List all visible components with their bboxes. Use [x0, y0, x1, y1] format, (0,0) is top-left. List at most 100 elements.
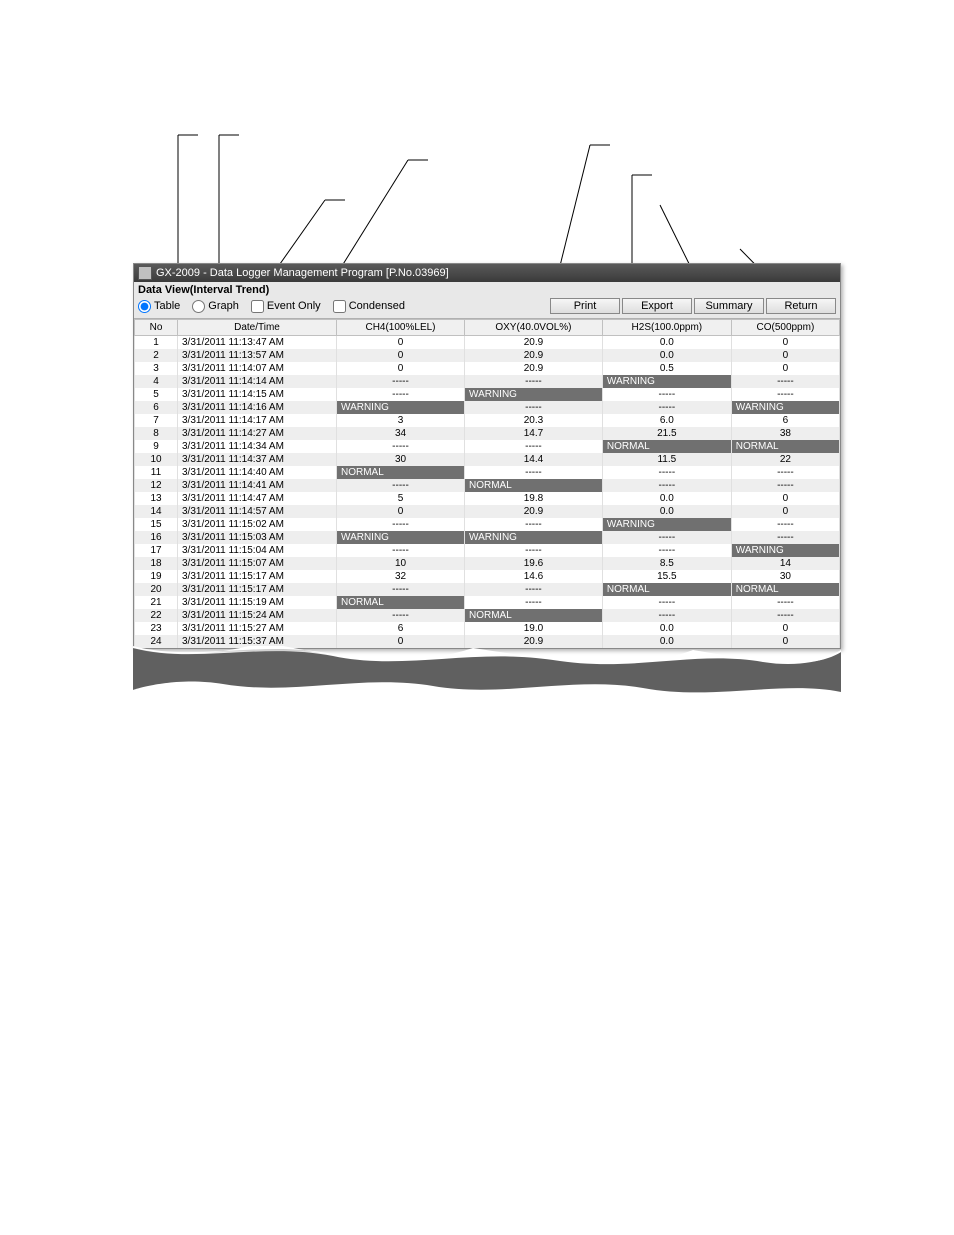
cell-h2s: 0.0	[602, 349, 731, 362]
cell-ch4: -----	[337, 583, 465, 596]
cell-oxy: 14.4	[465, 453, 603, 466]
cell-co: 0	[731, 505, 839, 518]
table-row[interactable]: 193/31/2011 11:15:17 AM3214.615.530	[135, 570, 840, 583]
table-row[interactable]: 233/31/2011 11:15:27 AM619.00.00	[135, 622, 840, 635]
table-row[interactable]: 163/31/2011 11:15:03 AMWARNINGWARNING---…	[135, 531, 840, 544]
table-row[interactable]: 203/31/2011 11:15:17 AM----------NORMALN…	[135, 583, 840, 596]
cell-oxy: -----	[465, 401, 603, 414]
radio-table[interactable]: Table	[138, 300, 180, 313]
cell-h2s: -----	[602, 531, 731, 544]
radio-graph[interactable]: Graph	[192, 300, 239, 313]
table-row[interactable]: 223/31/2011 11:15:24 AM-----NORMAL------…	[135, 609, 840, 622]
cell-no: 15	[135, 518, 178, 531]
cell-h2s: 15.5	[602, 570, 731, 583]
table-row[interactable]: 143/31/2011 11:14:57 AM020.90.00	[135, 505, 840, 518]
summary-button[interactable]: Summary	[694, 298, 764, 314]
cell-datetime: 3/31/2011 11:14:47 AM	[178, 492, 337, 505]
cell-ch4: 0	[337, 362, 465, 375]
cell-oxy: -----	[465, 466, 603, 479]
cell-h2s: 0.0	[602, 492, 731, 505]
check-condensed-input[interactable]	[333, 300, 346, 313]
table-row[interactable]: 83/31/2011 11:14:27 AM3414.721.538	[135, 427, 840, 440]
table-row[interactable]: 53/31/2011 11:14:15 AM-----WARNING------…	[135, 388, 840, 401]
table-row[interactable]: 13/31/2011 11:13:47 AM020.90.00	[135, 336, 840, 350]
col-h2s[interactable]: H2S(100.0ppm)	[602, 320, 731, 336]
cell-datetime: 3/31/2011 11:15:17 AM	[178, 583, 337, 596]
cell-oxy: 14.6	[465, 570, 603, 583]
col-datetime[interactable]: Date/Time	[178, 320, 337, 336]
return-button[interactable]: Return	[766, 298, 836, 314]
cell-no: 20	[135, 583, 178, 596]
cell-ch4: WARNING	[337, 401, 465, 414]
cell-co: -----	[731, 479, 839, 492]
table-row[interactable]: 103/31/2011 11:14:37 AM3014.411.522	[135, 453, 840, 466]
cell-oxy: WARNING	[465, 388, 603, 401]
cell-datetime: 3/31/2011 11:15:17 AM	[178, 570, 337, 583]
cell-datetime: 3/31/2011 11:14:14 AM	[178, 375, 337, 388]
cell-no: 8	[135, 427, 178, 440]
table-row[interactable]: 173/31/2011 11:15:04 AM---------------WA…	[135, 544, 840, 557]
cell-datetime: 3/31/2011 11:14:15 AM	[178, 388, 337, 401]
cell-ch4: 0	[337, 349, 465, 362]
table-row[interactable]: 213/31/2011 11:15:19 AMNORMAL-----------…	[135, 596, 840, 609]
print-button[interactable]: Print	[550, 298, 620, 314]
cell-datetime: 3/31/2011 11:15:04 AM	[178, 544, 337, 557]
table-row[interactable]: 73/31/2011 11:14:17 AM320.36.06	[135, 414, 840, 427]
check-event-only-input[interactable]	[251, 300, 264, 313]
cell-no: 12	[135, 479, 178, 492]
controls-row: Table Graph Event Only Condensed Print E…	[134, 296, 840, 319]
cell-co: 38	[731, 427, 839, 440]
col-oxy[interactable]: OXY(40.0VOL%)	[465, 320, 603, 336]
cell-oxy: 20.9	[465, 362, 603, 375]
cell-datetime: 3/31/2011 11:13:47 AM	[178, 336, 337, 350]
window-title: GX-2009 - Data Logger Management Program…	[156, 267, 449, 279]
export-button[interactable]: Export	[622, 298, 692, 314]
cell-h2s: WARNING	[602, 375, 731, 388]
cell-no: 11	[135, 466, 178, 479]
cell-h2s: -----	[602, 466, 731, 479]
cell-co: WARNING	[731, 401, 839, 414]
cell-datetime: 3/31/2011 11:15:02 AM	[178, 518, 337, 531]
table-row[interactable]: 123/31/2011 11:14:41 AM-----NORMAL------…	[135, 479, 840, 492]
table-row[interactable]: 113/31/2011 11:14:40 AMNORMAL-----------…	[135, 466, 840, 479]
cell-no: 3	[135, 362, 178, 375]
radio-table-input[interactable]	[138, 300, 151, 313]
cell-ch4: -----	[337, 518, 465, 531]
cell-datetime: 3/31/2011 11:14:37 AM	[178, 453, 337, 466]
table-row[interactable]: 33/31/2011 11:14:07 AM020.90.50	[135, 362, 840, 375]
table-row[interactable]: 43/31/2011 11:14:14 AM----------WARNING-…	[135, 375, 840, 388]
cell-h2s: -----	[602, 479, 731, 492]
col-co[interactable]: CO(500ppm)	[731, 320, 839, 336]
radio-graph-input[interactable]	[192, 300, 205, 313]
cell-oxy: -----	[465, 583, 603, 596]
cell-oxy: 19.8	[465, 492, 603, 505]
table-row[interactable]: 23/31/2011 11:13:57 AM020.90.00	[135, 349, 840, 362]
cell-ch4: 34	[337, 427, 465, 440]
cell-h2s: 0.0	[602, 336, 731, 350]
cell-ch4: 6	[337, 622, 465, 635]
table-row[interactable]: 93/31/2011 11:14:34 AM----------NORMALNO…	[135, 440, 840, 453]
table-row[interactable]: 133/31/2011 11:14:47 AM519.80.00	[135, 492, 840, 505]
cell-h2s: 0.5	[602, 362, 731, 375]
cell-ch4: WARNING	[337, 531, 465, 544]
title-bar: GX-2009 - Data Logger Management Program…	[134, 264, 840, 282]
table-row[interactable]: 63/31/2011 11:14:16 AMWARNING----------W…	[135, 401, 840, 414]
col-ch4[interactable]: CH4(100%LEL)	[337, 320, 465, 336]
cell-oxy: -----	[465, 544, 603, 557]
cell-oxy: NORMAL	[465, 479, 603, 492]
check-event-only[interactable]: Event Only	[251, 300, 321, 313]
check-condensed[interactable]: Condensed	[333, 300, 405, 313]
cell-co: 0	[731, 362, 839, 375]
cell-co: -----	[731, 375, 839, 388]
table-row[interactable]: 183/31/2011 11:15:07 AM1019.68.514	[135, 557, 840, 570]
cell-no: 17	[135, 544, 178, 557]
cell-co: -----	[731, 466, 839, 479]
cell-datetime: 3/31/2011 11:15:07 AM	[178, 557, 337, 570]
cell-oxy: -----	[465, 596, 603, 609]
cell-oxy: NORMAL	[465, 609, 603, 622]
check-condensed-label: Condensed	[349, 300, 405, 312]
cell-no: 10	[135, 453, 178, 466]
table-row[interactable]: 153/31/2011 11:15:02 AM----------WARNING…	[135, 518, 840, 531]
cell-ch4: 0	[337, 505, 465, 518]
col-no[interactable]: No	[135, 320, 178, 336]
